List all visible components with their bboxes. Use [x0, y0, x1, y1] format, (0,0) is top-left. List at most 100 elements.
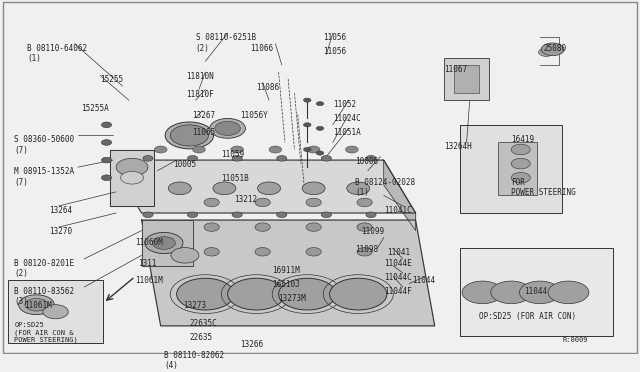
Bar — [444, 58, 489, 100]
Circle shape — [330, 278, 387, 310]
Text: 11066: 11066 — [250, 44, 273, 53]
Circle shape — [491, 281, 532, 304]
Circle shape — [193, 146, 205, 153]
Circle shape — [539, 48, 554, 57]
Circle shape — [357, 223, 372, 231]
Text: 11024C: 11024C — [333, 114, 360, 123]
Circle shape — [204, 223, 220, 231]
Circle shape — [145, 232, 183, 254]
Circle shape — [276, 155, 287, 161]
Text: 11056: 11056 — [323, 47, 346, 56]
Text: R:0009: R:0009 — [562, 337, 588, 343]
Bar — [454, 65, 479, 93]
Text: M 08915-1352A
(7): M 08915-1352A (7) — [14, 167, 74, 186]
Circle shape — [321, 212, 332, 218]
Polygon shape — [384, 160, 415, 231]
Circle shape — [170, 125, 209, 146]
Circle shape — [143, 155, 153, 161]
Circle shape — [165, 122, 214, 149]
Text: 15255A: 15255A — [81, 104, 109, 113]
Circle shape — [316, 126, 324, 131]
Circle shape — [101, 140, 111, 145]
Circle shape — [303, 98, 311, 102]
Circle shape — [188, 212, 198, 218]
Text: 10006: 10006 — [355, 157, 378, 166]
Polygon shape — [109, 160, 415, 213]
Circle shape — [231, 146, 244, 153]
Circle shape — [321, 155, 332, 161]
Circle shape — [366, 155, 376, 161]
Circle shape — [276, 212, 287, 218]
Circle shape — [143, 212, 153, 218]
Text: 16911M: 16911M — [272, 266, 300, 275]
Text: 11086: 11086 — [256, 83, 280, 92]
Circle shape — [303, 147, 311, 152]
Circle shape — [255, 247, 270, 256]
Bar — [8, 280, 103, 343]
Text: 13273: 13273 — [183, 301, 206, 310]
Circle shape — [366, 212, 376, 218]
Text: 11044: 11044 — [412, 276, 436, 285]
Bar — [460, 248, 613, 336]
Text: 11056: 11056 — [323, 33, 346, 42]
Text: 11044: 11044 — [524, 287, 547, 296]
Text: 13273M: 13273M — [278, 294, 307, 303]
Circle shape — [204, 198, 220, 207]
Text: 11044C: 11044C — [384, 273, 412, 282]
Circle shape — [210, 118, 246, 138]
Bar — [460, 125, 562, 213]
Text: 11060M: 11060M — [135, 238, 163, 247]
Circle shape — [347, 182, 370, 195]
Circle shape — [232, 212, 243, 218]
Circle shape — [116, 158, 148, 176]
Text: B 08110-83562
(3): B 08110-83562 (3) — [14, 287, 74, 307]
Text: 11099: 11099 — [362, 227, 385, 236]
Text: 13266: 13266 — [241, 340, 264, 349]
Circle shape — [520, 281, 560, 304]
Bar — [499, 142, 537, 195]
Text: 11061M: 11061M — [24, 301, 51, 310]
Circle shape — [278, 278, 336, 310]
Text: 11810F: 11810F — [186, 90, 214, 99]
Text: B 08120-8201E
(2): B 08120-8201E (2) — [14, 259, 74, 278]
Text: 11041: 11041 — [387, 248, 410, 257]
Text: 13267: 13267 — [193, 111, 216, 120]
Circle shape — [228, 278, 285, 310]
Text: 11052: 11052 — [333, 100, 356, 109]
Text: 11051A: 11051A — [333, 128, 360, 137]
Text: 11065: 11065 — [193, 128, 216, 137]
Circle shape — [43, 305, 68, 319]
Text: 11041C: 11041C — [384, 206, 412, 215]
Circle shape — [303, 123, 311, 127]
Circle shape — [269, 146, 282, 153]
Circle shape — [101, 157, 111, 163]
Text: 1311: 1311 — [138, 259, 157, 268]
Text: B 08110-64062
(1): B 08110-64062 (1) — [27, 44, 87, 63]
Text: 16419: 16419 — [511, 135, 534, 144]
Text: OP:SD25 (FOR AIR CON): OP:SD25 (FOR AIR CON) — [479, 312, 577, 321]
Circle shape — [215, 121, 241, 135]
Circle shape — [462, 281, 503, 304]
Circle shape — [255, 198, 270, 207]
Circle shape — [101, 122, 111, 128]
Circle shape — [25, 298, 48, 311]
Circle shape — [511, 158, 531, 169]
Text: 11044E: 11044E — [384, 259, 412, 268]
Text: S 08360-50600
(7): S 08360-50600 (7) — [14, 135, 74, 155]
Circle shape — [306, 223, 321, 231]
Text: B 08110-82062
(4): B 08110-82062 (4) — [164, 350, 224, 370]
Circle shape — [306, 198, 321, 207]
Text: 13264H: 13264H — [444, 142, 472, 151]
Circle shape — [19, 295, 54, 315]
Circle shape — [307, 146, 320, 153]
Text: 11067: 11067 — [444, 65, 467, 74]
Text: 25080: 25080 — [543, 44, 566, 53]
Text: 11056Y: 11056Y — [241, 111, 268, 120]
Circle shape — [168, 182, 191, 195]
Circle shape — [548, 281, 589, 304]
Circle shape — [188, 155, 198, 161]
Circle shape — [255, 223, 270, 231]
Circle shape — [152, 237, 175, 249]
Text: 11059: 11059 — [221, 150, 244, 158]
Text: S 08110-6251B
(2): S 08110-6251B (2) — [196, 33, 256, 52]
